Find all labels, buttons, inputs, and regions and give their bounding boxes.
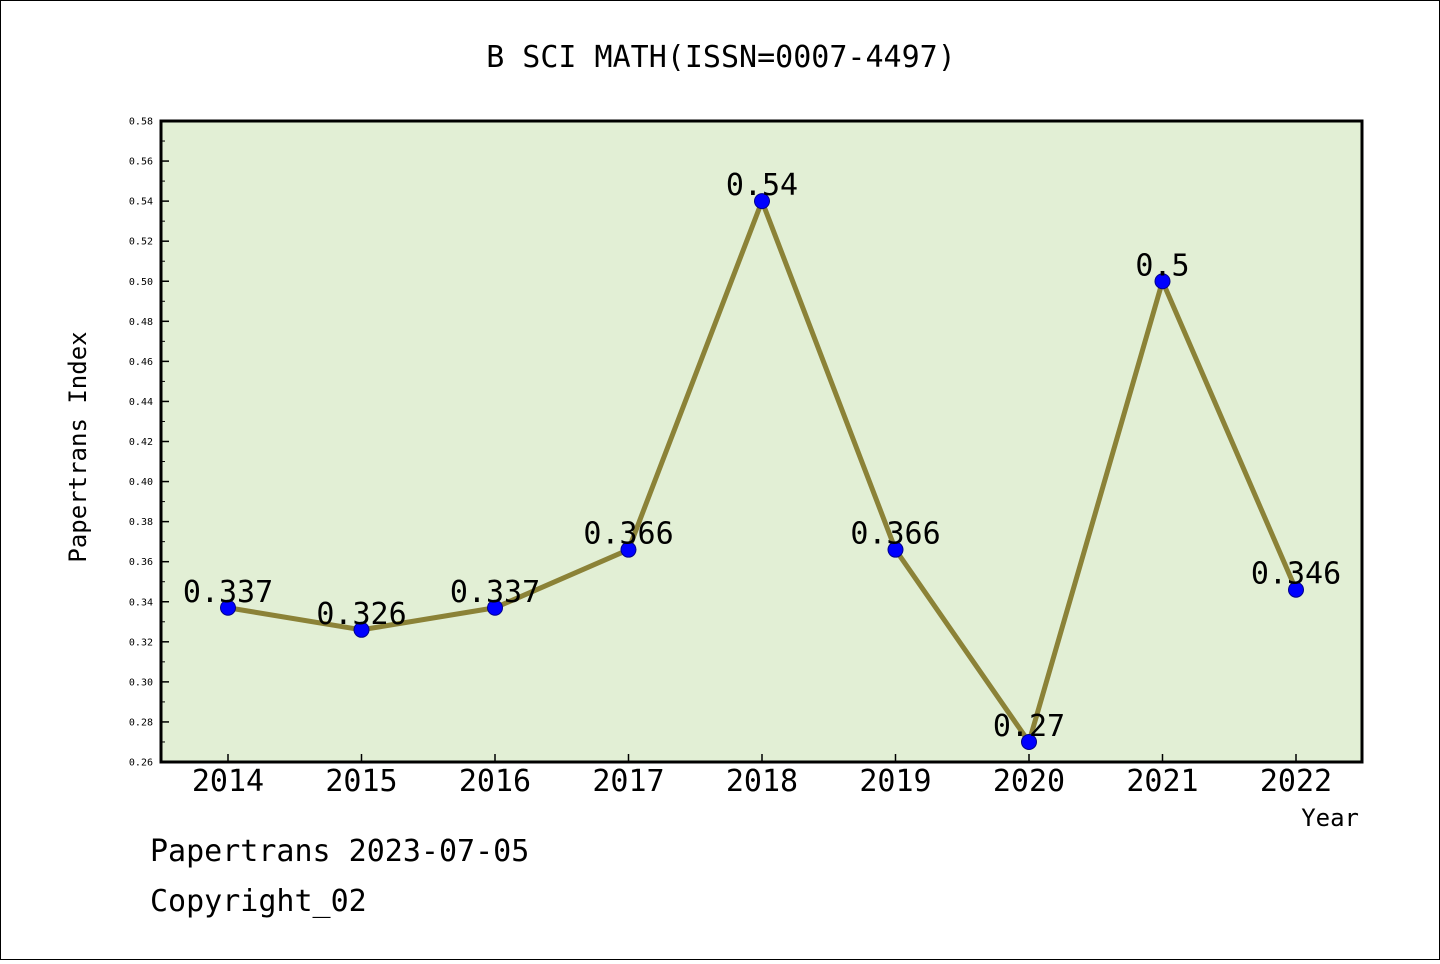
y-tick-label: 0.42: [129, 437, 153, 448]
y-tick-label: 0.56: [129, 157, 153, 168]
x-tick-label: 2019: [859, 764, 931, 799]
data-label-2021: 0.5: [1135, 248, 1189, 283]
x-tick-label: 2015: [325, 764, 397, 799]
x-axis-label: Year: [1301, 804, 1359, 832]
y-tick-label: 0.44: [129, 397, 153, 408]
data-label-2015: 0.326: [316, 597, 406, 632]
data-point-2022: [1288, 581, 1304, 598]
footer-copyright-text: Copyright_02: [150, 884, 367, 919]
y-tick-label: 0.54: [129, 197, 153, 208]
y-tick-label: 0.26: [129, 758, 153, 769]
plot-area: [159, 119, 1364, 764]
data-label-2020: 0.27: [993, 709, 1065, 744]
y-axis-label: Papertrans Index: [64, 331, 92, 562]
y-tick-label: 0.48: [129, 317, 153, 328]
x-tick-label: 2014: [192, 764, 264, 799]
data-point-2014: [220, 599, 236, 616]
data-label-2016: 0.337: [450, 575, 540, 610]
data-point-2019: [887, 541, 904, 558]
data-point-2021: [1154, 273, 1171, 290]
data-point-2015: [353, 621, 370, 638]
data-point-2016: [487, 599, 503, 616]
data-label-2019: 0.366: [850, 517, 940, 552]
footer-date-text: Papertrans 2023-07-05: [150, 834, 530, 869]
x-tick-label: 2022: [1260, 764, 1332, 799]
data-labels-group: 0.337 0.326 0.337 0.366 0.54 0.366 0.27 0.5 0.34…: [183, 168, 1341, 744]
data-label-2022: 0.346: [1251, 557, 1341, 592]
x-tick-label: 2016: [459, 764, 531, 799]
y-tick-label: 0.52: [129, 237, 153, 248]
y-tick-label: 0.34: [129, 597, 153, 608]
data-label-2014: 0.337: [183, 575, 273, 610]
chart-title: B SCI MATH(ISSN=0007-4497): [486, 40, 956, 75]
y-tick-label: 0.40: [129, 477, 153, 488]
data-point-2017: [620, 541, 637, 558]
y-tick-label: 0.30: [129, 677, 153, 688]
y-tick-label: 0.38: [129, 517, 153, 528]
y-tick-label: 0.46: [129, 357, 153, 368]
y-tick-label: 0.28: [129, 717, 153, 728]
data-label-2017: 0.366: [583, 517, 673, 552]
x-tick-label: 2018: [726, 764, 798, 799]
y-tick-label: 0.36: [129, 557, 153, 568]
y-tick-label: 0.32: [129, 637, 153, 648]
x-tick-label: 2020: [993, 764, 1065, 799]
data-point-2020: [1021, 733, 1037, 750]
y-tick-label: 0.58: [129, 117, 153, 128]
x-tick-label: 2017: [592, 764, 664, 799]
data-label-2018: 0.54: [726, 168, 798, 203]
y-tick-label: 0.50: [129, 277, 153, 288]
series-points-group: [220, 193, 1304, 750]
x-axis: 2014 2015 2016 2017 2018 2019 2020 2021 2022: [192, 754, 1332, 799]
data-point-2018: [754, 193, 770, 210]
x-tick-label: 2021: [1126, 764, 1198, 799]
y-axis: 0.26 0.28 0.30 0.32 0.34 0.36 0.38 0.40 0.42 0.44…: [129, 117, 169, 769]
